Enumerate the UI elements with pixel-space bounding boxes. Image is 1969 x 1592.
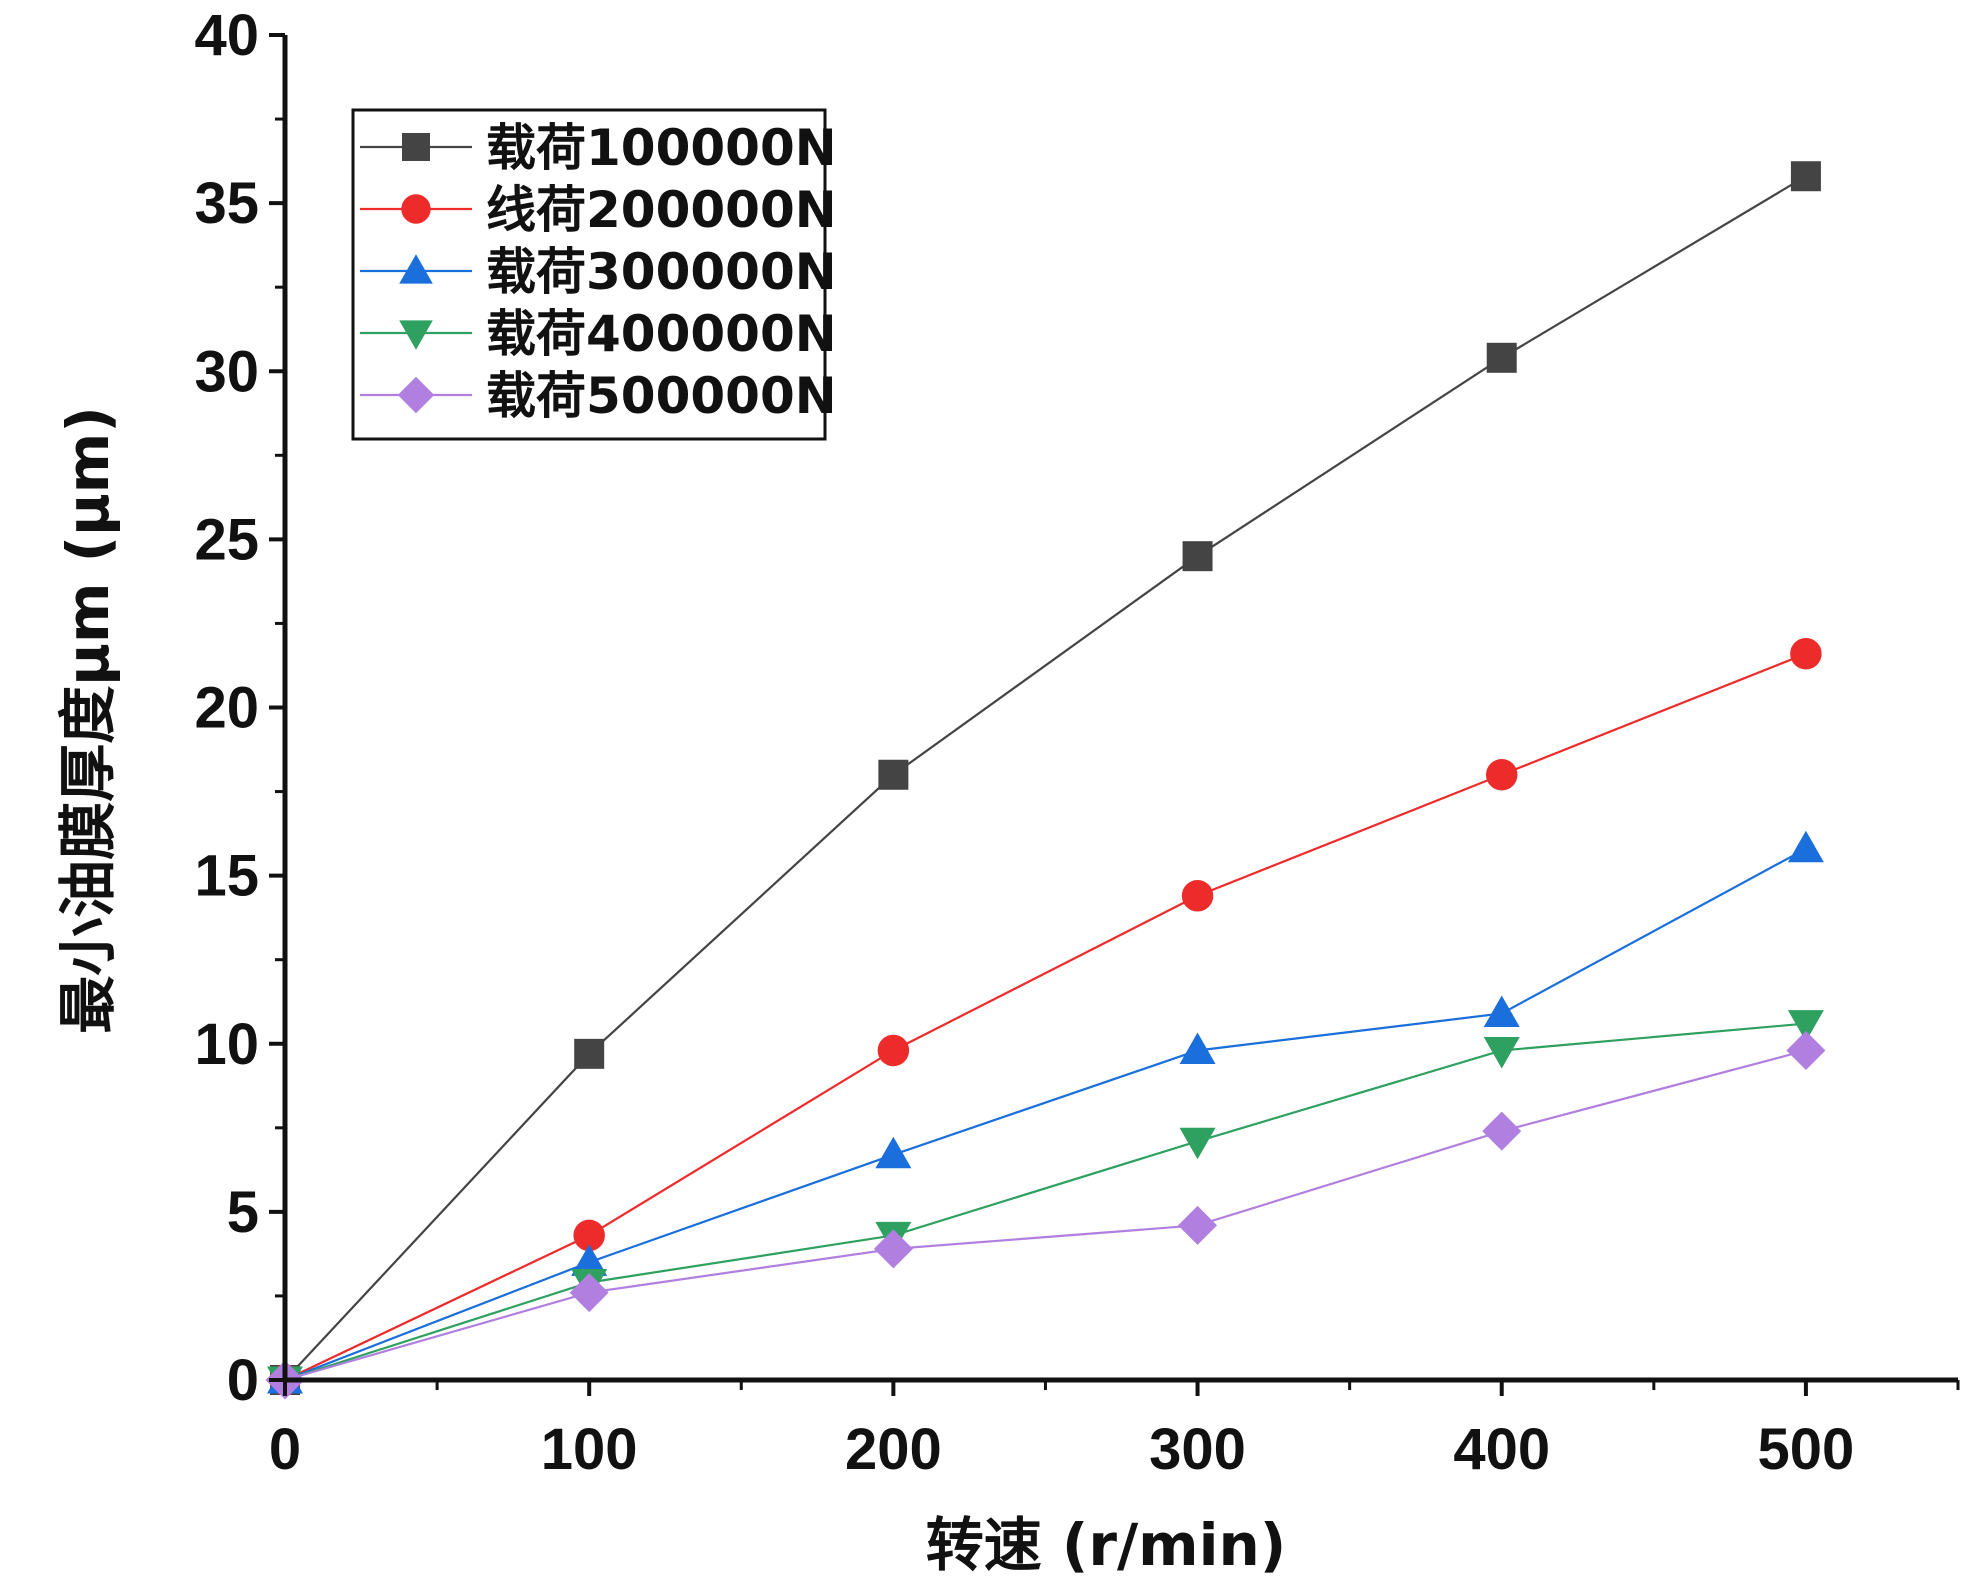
y-tick-label: 40 xyxy=(194,3,259,68)
data-point xyxy=(875,1136,912,1169)
legend-marker xyxy=(399,320,433,350)
series-3 xyxy=(267,830,1824,1394)
data-point xyxy=(1790,637,1822,670)
data-point xyxy=(1482,1111,1522,1151)
legend-item: 载荷300000N xyxy=(360,243,837,301)
data-point xyxy=(1486,342,1517,373)
y-tick-label: 30 xyxy=(194,339,259,404)
legend-item: 线荷200000N xyxy=(360,181,837,239)
ticks-layer: 0 100 200 300 400 500 0 5 10 15 20 25 30 35 40 xyxy=(194,3,1960,1482)
x-tick-label: 0 xyxy=(269,1417,301,1482)
legend-label: 载荷100000N xyxy=(486,119,837,177)
y-tick-label: 0 xyxy=(227,1348,259,1413)
legend-marker xyxy=(397,376,435,414)
legend-label: 线荷200000N xyxy=(486,181,837,239)
series-5 xyxy=(265,1030,1826,1400)
legend: 载荷100000N线荷200000N载荷300000N载荷400000N载荷50… xyxy=(351,108,837,441)
data-point xyxy=(1787,830,1824,863)
data-point xyxy=(571,1244,608,1276)
series-line xyxy=(284,175,1807,1381)
series-line xyxy=(284,652,1807,1381)
data-point xyxy=(574,1038,605,1069)
legend-label: 载荷500000N xyxy=(486,367,837,425)
data-point xyxy=(1181,880,1214,912)
series-4 xyxy=(267,1010,1824,1398)
series-line xyxy=(284,847,1807,1382)
x-tick-label: 300 xyxy=(1149,1417,1246,1482)
legend-item: 载荷400000N xyxy=(360,305,837,363)
data-point xyxy=(569,1273,609,1313)
x-tick-label: 100 xyxy=(541,1417,638,1482)
y-tick-label: 5 xyxy=(227,1180,259,1245)
data-point xyxy=(573,1219,605,1252)
data-point xyxy=(1786,1030,1826,1070)
data-point xyxy=(1787,1010,1824,1042)
series-line xyxy=(284,1049,1807,1382)
series-layer xyxy=(265,161,1826,1400)
legend-item: 载荷500000N xyxy=(360,367,837,425)
data-point xyxy=(1178,1205,1218,1245)
data-point xyxy=(1182,541,1213,572)
data-point xyxy=(1179,1032,1216,1064)
legend-marker xyxy=(399,254,433,284)
x-tick-label: 500 xyxy=(1758,1417,1855,1482)
data-point xyxy=(1483,995,1520,1027)
data-point xyxy=(873,1229,913,1269)
data-point xyxy=(1485,759,1518,791)
x-axis-title: 转速 (r/min) xyxy=(926,1511,1287,1579)
legend-marker xyxy=(402,133,430,161)
legend-label: 载荷300000N xyxy=(486,243,837,301)
series-1 xyxy=(270,161,1821,1395)
data-point xyxy=(877,1034,910,1067)
series-line xyxy=(284,1022,1807,1382)
legend-item: 载荷100000N xyxy=(360,119,837,177)
legend-label: 载荷400000N xyxy=(486,305,837,363)
data-point xyxy=(1790,161,1821,192)
x-tick-label: 200 xyxy=(845,1417,942,1482)
y-axis-title: 最小油膜厚度μm (μm) xyxy=(54,406,122,1033)
y-tick-label: 10 xyxy=(194,1012,259,1077)
legend-marker xyxy=(401,194,431,224)
y-tick-label: 35 xyxy=(194,171,259,236)
data-point xyxy=(878,759,909,790)
x-tick-label: 400 xyxy=(1453,1417,1550,1482)
data-point xyxy=(1483,1036,1520,1069)
legend-box xyxy=(351,108,827,441)
data-point xyxy=(1179,1127,1216,1160)
legend-items: 载荷100000N线荷200000N载荷300000N载荷400000N载荷50… xyxy=(360,119,837,425)
y-tick-label: 20 xyxy=(194,676,259,741)
y-tick-label: 15 xyxy=(194,844,259,909)
series-2 xyxy=(269,637,1822,1396)
y-tick-label: 25 xyxy=(194,507,259,572)
